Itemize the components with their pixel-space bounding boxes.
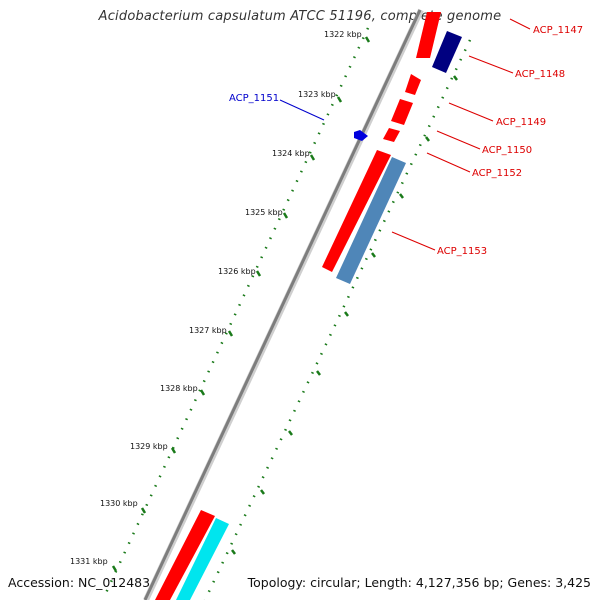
gene-acp-1150-a[interactable] (391, 99, 413, 125)
gene-acp-1147[interactable] (416, 12, 441, 58)
gene-label-acp-1150[interactable]: ACP_1150 (482, 145, 532, 156)
scale-label-1322: 1322 kbp (324, 30, 362, 39)
scale-labels: 1322 kbp 1323 kbp 1324 kbp 1325 kbp 1326… (70, 30, 362, 566)
gene-block-lower-red[interactable] (155, 510, 215, 600)
scale-label-1328: 1328 kbp (160, 384, 198, 393)
scale-track-outer (203, 39, 472, 600)
scale-label-1329: 1329 kbp (130, 442, 168, 451)
gene-acp-1152[interactable] (322, 150, 391, 272)
gene-label-acp-1152[interactable]: ACP_1152 (472, 168, 522, 179)
genome-backbone-core (143, 9, 422, 600)
gene-acp-1148[interactable] (432, 31, 462, 73)
gene-label-acp-1148[interactable]: ACP_1148 (515, 69, 565, 80)
gene-acp-1150-b[interactable] (383, 128, 400, 142)
scale-label-1327: 1327 kbp (189, 326, 227, 335)
gene-acp-1151[interactable] (354, 130, 368, 141)
gene-label-acp-1147[interactable]: ACP_1147 (533, 25, 583, 36)
gene-label-acp-1151[interactable]: ACP_1151 (229, 93, 279, 104)
major-ticks-inner (111, 36, 371, 572)
forward-genes[interactable] (155, 12, 441, 600)
genome-summary-text: Topology: circular; Length: 4,127,356 bp… (247, 575, 591, 590)
scale-label-1325: 1325 kbp (245, 208, 283, 217)
scale-label-1323: 1323 kbp (298, 90, 336, 99)
gene-acp-1153[interactable] (336, 157, 406, 284)
gene-block-lower-cyan[interactable] (176, 518, 229, 600)
scale-label-1324: 1324 kbp (272, 149, 310, 158)
major-ticks-outer (231, 75, 458, 555)
map-title: Acidobacterium capsulatum ATCC 51196, co… (98, 9, 502, 24)
scale-label-1331: 1331 kbp (70, 557, 108, 566)
scale-label-1326: 1326 kbp (218, 267, 256, 276)
accession-text: Accession: NC_012483 (8, 575, 151, 590)
label-leaders (279, 18, 531, 251)
gene-label-acp-1149[interactable]: ACP_1149 (496, 117, 546, 128)
scale-label-1330: 1330 kbp (100, 499, 138, 508)
gene-label-acp-1153[interactable]: ACP_1153 (437, 246, 487, 257)
gene-acp-1149[interactable] (405, 74, 421, 95)
